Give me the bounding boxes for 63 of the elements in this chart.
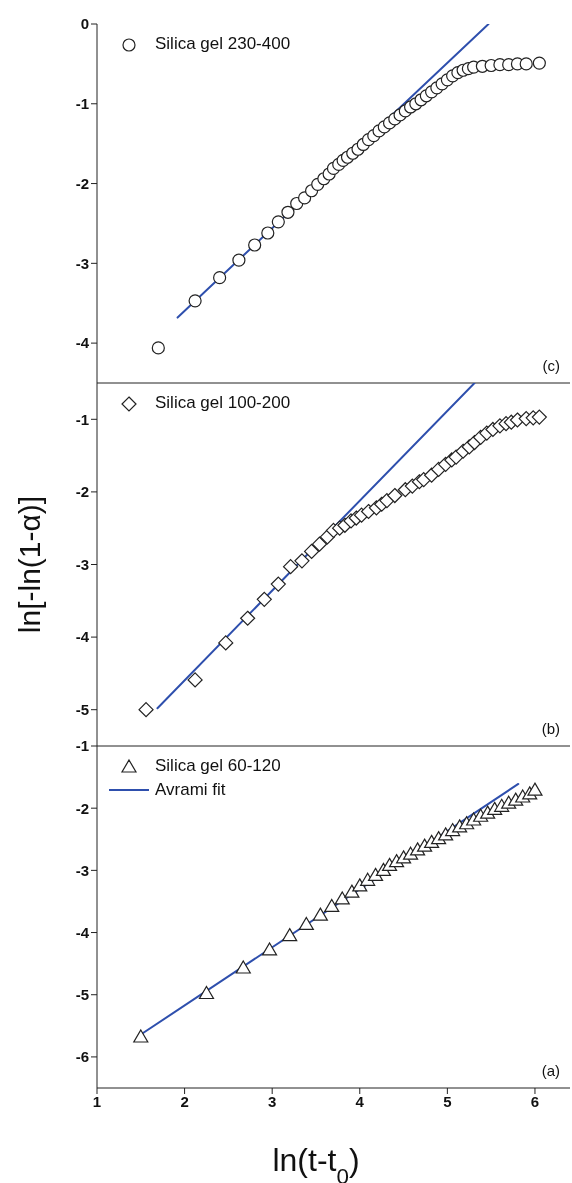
y-tick-label: -3 — [75, 254, 89, 272]
y-tick-label: -1 — [75, 95, 89, 113]
point — [232, 253, 246, 267]
y-tick-label: -3 — [75, 555, 89, 573]
point — [531, 409, 547, 425]
annotation: (b) — [541, 720, 560, 737]
annotation: (c) — [542, 357, 560, 374]
y-tick-label: -4 — [75, 628, 90, 646]
y-tick-label: -5 — [75, 701, 89, 719]
point — [294, 553, 310, 569]
point — [138, 702, 154, 718]
point — [519, 57, 533, 71]
point — [282, 559, 299, 575]
legend-label: Avrami fit — [155, 780, 226, 800]
point — [240, 610, 256, 626]
point — [198, 985, 215, 1000]
y-tick-label: 0 — [80, 15, 89, 33]
point — [248, 238, 262, 252]
legend-label: Silica gel 230-400 — [155, 34, 291, 54]
x-tick-label: 5 — [443, 1092, 452, 1110]
y-tick-label: -4 — [75, 923, 90, 941]
point — [270, 576, 286, 592]
point — [261, 942, 278, 956]
point — [261, 226, 275, 240]
y-tick-label: -1 — [75, 737, 89, 755]
point — [312, 907, 328, 921]
y-tick-label: -2 — [75, 799, 89, 817]
y-tick-label: -2 — [75, 174, 89, 192]
point — [281, 205, 295, 219]
point — [213, 271, 227, 285]
legend-label: Silica gel 100-200 — [155, 393, 291, 413]
point — [334, 891, 350, 905]
x-tick-label: 6 — [530, 1092, 540, 1110]
point — [304, 543, 320, 560]
y-tick-label: -6 — [75, 1048, 89, 1066]
point — [235, 960, 251, 974]
point — [387, 487, 403, 504]
y-tick-label: -3 — [75, 861, 89, 879]
point — [527, 782, 543, 796]
point — [151, 341, 165, 355]
x-tick-label: 1 — [92, 1092, 102, 1110]
point — [256, 591, 272, 607]
x-axis-title: ln(t-t$_{0}$) — [272, 1142, 360, 1183]
point — [282, 928, 298, 942]
x-tick-label: 3 — [268, 1092, 277, 1110]
point — [271, 215, 285, 229]
x-tick-label: 4 — [355, 1092, 365, 1110]
point — [133, 1029, 149, 1043]
point — [188, 294, 202, 308]
point — [187, 672, 203, 688]
annotation: (a) — [541, 1062, 560, 1079]
y-axis-title: ln[-ln(1-α)] — [13, 495, 46, 634]
point — [532, 56, 546, 70]
legend-label: Silica gel 60-120 — [155, 756, 281, 776]
point — [298, 916, 314, 931]
y-tick-label: -4 — [75, 334, 90, 352]
y-tick-label: -2 — [75, 483, 89, 501]
point — [311, 536, 328, 552]
point — [218, 635, 234, 651]
y-tick-label: -1 — [75, 410, 89, 428]
y-tick-label: -5 — [75, 986, 89, 1004]
point — [324, 898, 340, 913]
x-tick-label: 2 — [180, 1092, 189, 1110]
